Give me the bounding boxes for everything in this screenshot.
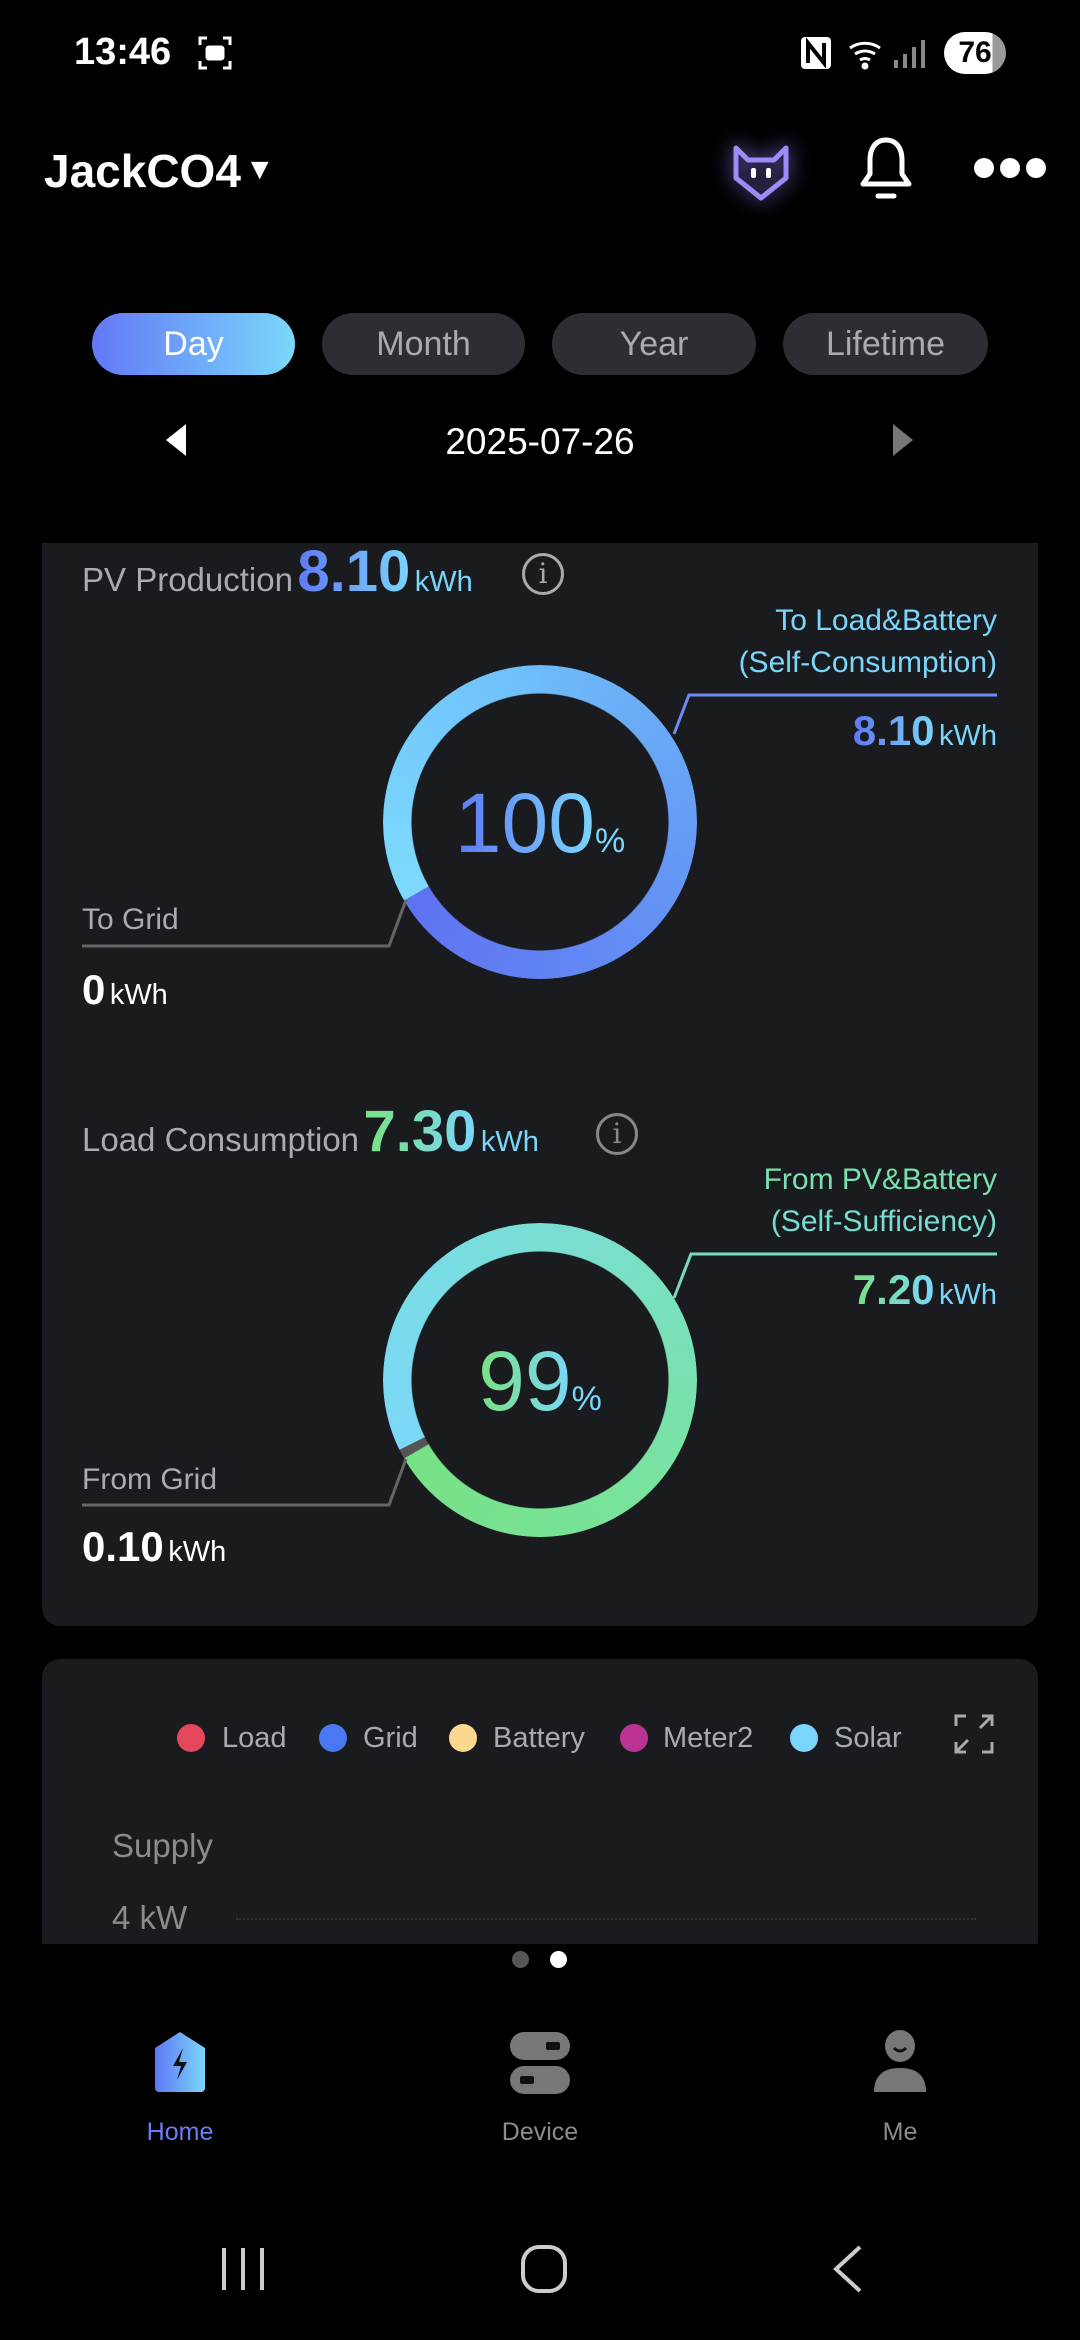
from-grid-label: From Grid (82, 1463, 217, 1496)
nav-home[interactable]: Home (80, 2020, 280, 2160)
load-percent-sign: % (571, 1380, 602, 1418)
home-button[interactable] (519, 2244, 569, 2294)
next-date-button[interactable] (893, 424, 913, 456)
pv-percent-sign: % (594, 822, 626, 860)
tab-month[interactable]: Month (322, 313, 525, 375)
pv-production-header: PV Production 8.10 kWh (82, 540, 473, 619)
legend-grid[interactable]: Grid (363, 1722, 418, 1754)
recent-apps-button[interactable] (218, 2244, 268, 2294)
legend-dot-battery (449, 1724, 477, 1752)
tab-year[interactable]: Year (552, 313, 756, 375)
to-grid-leader (82, 899, 408, 948)
self-sufficiency-label: From PV&Battery (763, 1163, 997, 1196)
from-grid-value: 0.10 (82, 1523, 164, 1570)
load-percent: 99% (383, 1333, 697, 1454)
legend-load[interactable]: Load (222, 1722, 287, 1754)
pv-info-icon[interactable]: i (522, 553, 564, 595)
screenshot-icon (198, 36, 232, 70)
load-donut (383, 1223, 697, 1537)
power-chart-card (42, 1659, 1038, 1944)
pv-percent-value: 100 (454, 776, 595, 870)
to-grid-unit: kWh (109, 979, 168, 1011)
to-grid-value: 0 (82, 966, 106, 1013)
legend-dot-meter2 (620, 1724, 648, 1752)
home-energy-icon (155, 2032, 205, 2092)
self-sufficiency-sublabel: (Self-Sufficiency) (770, 1205, 997, 1238)
pv-production-unit: kWh (414, 566, 473, 598)
self-consumption-value: 8.10 (852, 707, 935, 754)
to-grid-label: To Grid (82, 903, 179, 936)
load-consumption-label: Load Consumption (82, 1121, 360, 1158)
self-sufficiency-leader (672, 1252, 997, 1299)
self-consumption-amount: 8.10 kWh (853, 706, 997, 766)
tab-lifetime[interactable]: Lifetime (783, 313, 988, 375)
device-icon (510, 2032, 570, 2094)
caret-down-icon: ▼ (244, 153, 275, 186)
nav-me-label: Me (882, 2118, 918, 2146)
self-consumption-unit: kWh (939, 720, 997, 752)
self-consumption-leader (672, 693, 997, 735)
from-grid-amount: 0.10 kWh (82, 1522, 226, 1582)
person-icon (874, 2030, 926, 2092)
wifi-icon (849, 41, 881, 70)
load-info-icon[interactable]: i (596, 1113, 638, 1155)
gridline (236, 1918, 976, 1920)
status-time: 13:46 (74, 31, 172, 73)
supply-label: Supply (112, 1827, 213, 1864)
legend-dot-solar (790, 1724, 818, 1752)
battery-indicator: 76 (944, 32, 1006, 74)
cat-assistant-icon[interactable] (726, 134, 796, 204)
tab-day[interactable]: Day (92, 313, 295, 375)
load-consumption-unit: kWh (480, 1126, 539, 1158)
plant-name: JackCO4 (44, 145, 241, 197)
nav-device-label: Device (501, 2118, 579, 2146)
legend-dot-grid (319, 1724, 347, 1752)
self-sufficiency-amount: 7.20 kWh (853, 1265, 997, 1325)
pv-production-value: 8.10 (297, 539, 411, 604)
load-consumption-value: 7.30 (363, 1099, 477, 1164)
expand-icon[interactable] (954, 1714, 994, 1754)
self-consumption-sublabel: (Self-Consumption) (738, 646, 997, 679)
y-tick-4kw: 4 kW (112, 1899, 188, 1936)
from-grid-unit: kWh (168, 1536, 227, 1568)
pv-percent: 100% (383, 775, 697, 896)
legend-solar[interactable]: Solar (834, 1722, 902, 1754)
nfc-icon (801, 37, 831, 69)
self-sufficiency-value: 7.20 (852, 1266, 935, 1313)
legend-meter2[interactable]: Meter2 (663, 1722, 754, 1754)
from-grid-leader (82, 1458, 408, 1507)
bell-icon[interactable] (856, 134, 916, 204)
more-icon[interactable] (970, 155, 1050, 181)
self-consumption-label: To Load&Battery (775, 604, 997, 637)
load-consumption-header: Load Consumption 7.30 kWh (82, 1100, 539, 1179)
load-percent-value: 99 (478, 1334, 572, 1428)
pv-donut (383, 665, 697, 979)
legend-dot-load (177, 1724, 205, 1752)
page-dot-2[interactable] (550, 1951, 567, 1968)
to-grid-amount: 0 kWh (82, 965, 168, 1025)
legend-battery[interactable]: Battery (493, 1722, 585, 1754)
nav-device[interactable]: Device (440, 2020, 640, 2160)
prev-date-button[interactable] (166, 424, 186, 456)
date-label[interactable]: 2025-07-26 (445, 421, 635, 462)
self-sufficiency-unit: kWh (939, 1279, 997, 1311)
pv-production-label: PV Production (82, 561, 293, 598)
signal-icon (894, 40, 925, 68)
nav-me[interactable]: Me (800, 2020, 1000, 2160)
back-button[interactable] (830, 2244, 866, 2294)
nav-home-label: Home (146, 2118, 214, 2146)
plant-selector[interactable]: JackCO4 ▼ (44, 142, 275, 199)
page-dot-1[interactable] (512, 1951, 529, 1968)
